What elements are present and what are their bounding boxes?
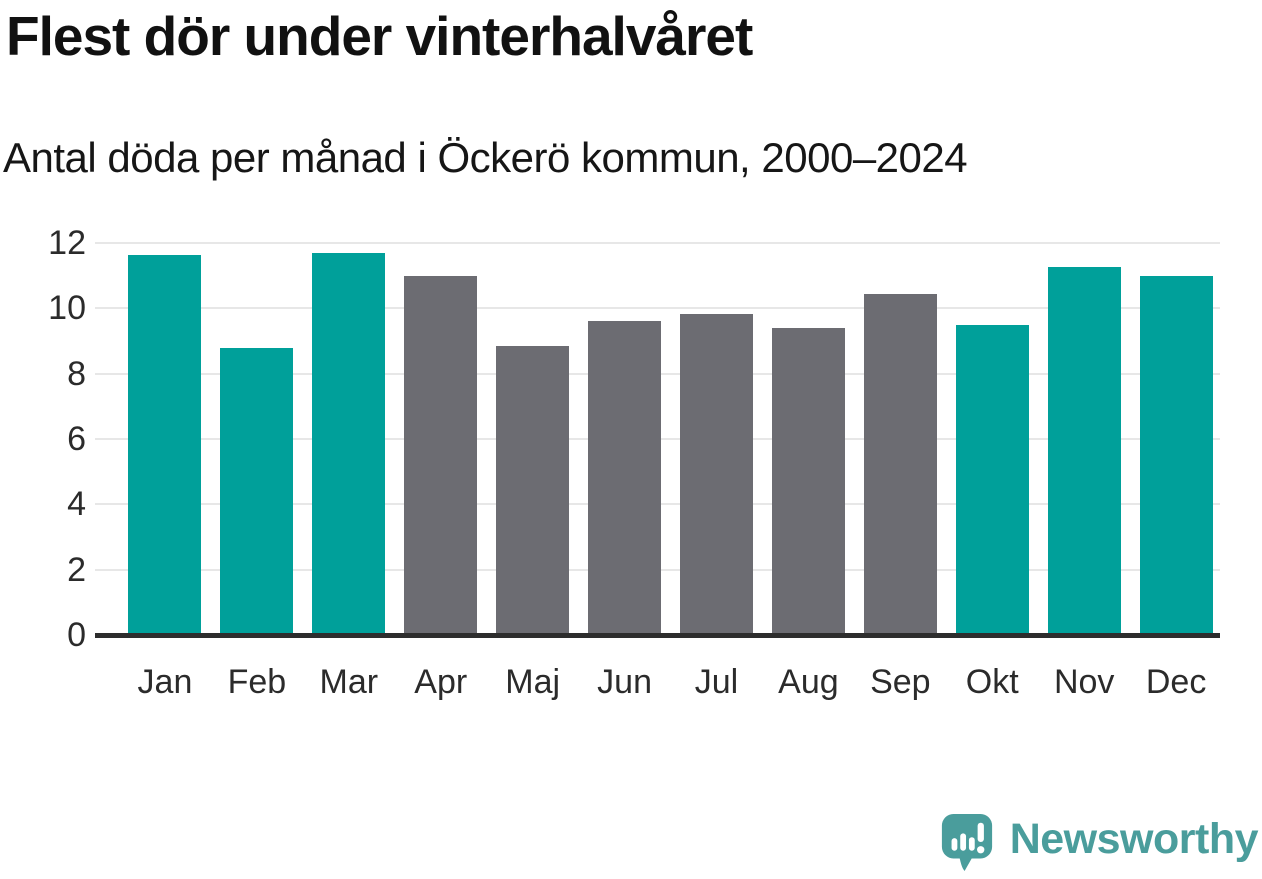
x-tick-label-feb: Feb (227, 663, 287, 701)
bar-jan (128, 254, 202, 635)
bar-band-apr (395, 243, 487, 635)
x-tick-label-dec: Dec (1145, 663, 1207, 701)
y-tick-label-12: 12 (48, 224, 86, 262)
x-tick-label-okt: Okt (965, 663, 1019, 701)
bar-series (119, 243, 1222, 635)
x-tick-label-maj: Maj (505, 663, 561, 701)
x-tick-label-jun: Jun (597, 663, 652, 701)
y-tick-label-8: 8 (67, 354, 86, 393)
bar-band-okt (946, 243, 1038, 635)
bar-band-aug (762, 243, 854, 635)
bar-band-mar (303, 243, 395, 635)
y-tick-label-6: 6 (67, 420, 86, 458)
brand-footer: Newsworthy (939, 813, 1259, 873)
bar-mar (312, 253, 386, 635)
bar-band-dec (1130, 243, 1222, 635)
chart-title: Flest dör under vinterhalvåret (6, 5, 753, 67)
bar-jun (588, 321, 662, 635)
x-axis-labels: Jan Feb Mar Apr Maj Jun Jul Aug Sep Okt Nov Dec (119, 662, 1222, 703)
bar-nov (1047, 266, 1121, 635)
y-axis-labels: 0 2 4 6 8 10 12 (0, 226, 86, 652)
x-tick-label-aug: Aug (778, 663, 839, 701)
y-tick-label-10: 10 (48, 289, 86, 328)
bar-band-jan (119, 243, 211, 635)
bar-sep (863, 293, 937, 635)
x-tick-label-sep: Sep (870, 663, 931, 701)
x-tick-label-jan: Jan (137, 663, 193, 701)
x-axis-line (95, 633, 1220, 638)
bar-band-maj (487, 243, 579, 635)
bar-band-jul (671, 243, 763, 635)
y-tick-label-4: 4 (67, 485, 86, 524)
bar-band-feb (211, 243, 303, 635)
x-tick-label-apr: Apr (414, 663, 468, 701)
newsworthy-wordmark: Newsworthy (1009, 814, 1259, 863)
y-tick-label-0: 0 (67, 616, 86, 654)
bar-feb (220, 347, 294, 635)
bar-dec (1139, 275, 1213, 635)
x-tick-label-mar: Mar (319, 663, 379, 701)
y-tick-label-2: 2 (67, 550, 86, 589)
bar-maj (496, 346, 570, 635)
bar-band-nov (1038, 243, 1130, 635)
bar-aug (771, 327, 845, 635)
newsworthy-logo-icon (941, 814, 992, 871)
bar-band-sep (854, 243, 946, 635)
bar-okt (955, 325, 1029, 635)
bar-band-jun (579, 243, 671, 635)
bar-apr (404, 275, 478, 635)
x-tick-label-nov: Nov (1053, 663, 1115, 701)
x-tick-label-jul: Jul (694, 663, 739, 701)
gridline-12 (95, 242, 1220, 244)
gridline-10 (95, 307, 1220, 310)
chart-subtitle: Antal döda per månad i Öckerö kommun, 20… (3, 134, 968, 181)
bar-jul (679, 313, 753, 635)
